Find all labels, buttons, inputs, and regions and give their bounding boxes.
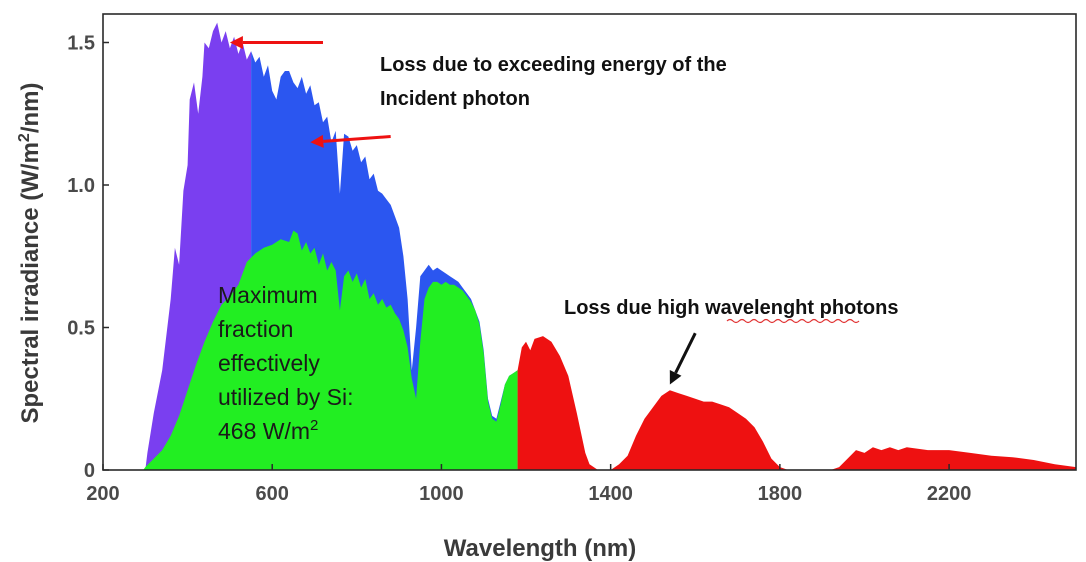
long-wave-loss-annotation: Loss due high wavelenght photons xyxy=(564,297,898,319)
misspelled-word: wavelenght xyxy=(704,297,814,319)
top-loss-annotation-line2: Incident photon xyxy=(380,88,530,110)
x-ticks-group: 200 600 1000 1400 1800 2200 xyxy=(86,464,971,505)
x-tick-label: 1800 xyxy=(758,483,803,505)
axes-group xyxy=(102,13,1077,471)
area-loss_long_wavelength xyxy=(517,336,1076,470)
y-ticks-group: 0 0.5 1.0 1.5 xyxy=(67,33,109,482)
top-loss-annotation-line1: Loss due to exceeding energy of the xyxy=(380,54,727,76)
red-arrow-top xyxy=(229,36,323,49)
y-tick-label: 0.5 xyxy=(67,318,95,340)
y-axis-title: Spectral irradiance (W/m2/nm) xyxy=(16,82,44,423)
si-fraction-line1: Maximum xyxy=(218,282,318,308)
x-tick-label: 1000 xyxy=(419,483,464,505)
x-tick-label: 600 xyxy=(256,483,289,505)
x-axis-title: Wavelength (nm) xyxy=(444,535,636,562)
area-maximum_fraction_utilized_by_si xyxy=(143,230,518,470)
x-tick-label: 2200 xyxy=(927,483,972,505)
si-fraction-line3: effectively xyxy=(218,350,320,376)
red-arrow-middle xyxy=(310,134,391,148)
si-fraction-line4: utilized by Si: xyxy=(218,384,354,410)
x-tick-label: 1400 xyxy=(588,483,633,505)
area-series-group xyxy=(143,22,1076,470)
arrows-group xyxy=(229,36,697,385)
x-tick-label: 200 xyxy=(86,483,119,505)
si-fraction-line5: 468 W/m2 xyxy=(218,417,318,444)
spellcheck-squiggle xyxy=(726,318,860,324)
plot-frame xyxy=(102,13,1077,471)
y-tick-label: 0 xyxy=(84,460,95,482)
y-tick-label: 1.5 xyxy=(67,33,95,55)
black-arrow xyxy=(669,332,697,385)
si-fraction-line2: fraction xyxy=(218,316,293,342)
y-tick-label: 1.0 xyxy=(67,175,95,197)
